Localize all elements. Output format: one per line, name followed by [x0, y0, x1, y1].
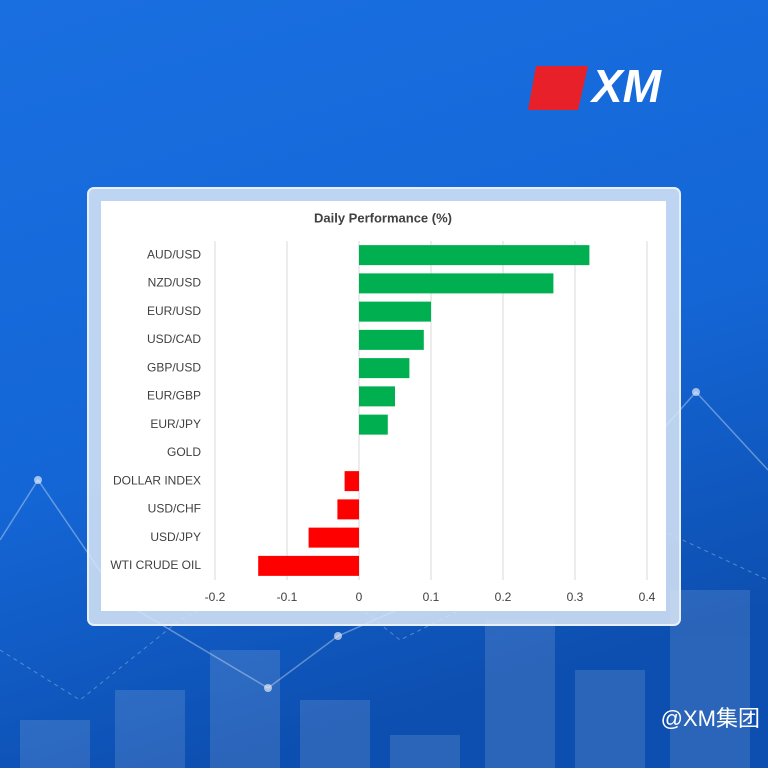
bar	[308, 527, 359, 548]
y-tick-label: USD/CAD	[147, 332, 201, 346]
x-tick-label: 0.4	[639, 590, 656, 604]
x-tick-label: -0.1	[277, 590, 298, 604]
plot: -0.2 -0.1 0 0.1 0.2 0.3 0.4 AUD/USD NZD/USD EUR/U…	[110, 241, 656, 604]
decor-bars	[20, 590, 750, 768]
y-tick-label: GBP/USD	[147, 360, 201, 374]
bar	[359, 273, 554, 294]
bar	[337, 499, 359, 520]
bar	[258, 555, 359, 576]
x-tick-label: 0.1	[423, 590, 440, 604]
x-tick-label: 0.3	[567, 590, 584, 604]
bar	[359, 386, 395, 407]
y-tick-label: USD/JPY	[150, 530, 201, 544]
y-tick-label: EUR/JPY	[150, 417, 201, 431]
chart-title: Daily Performance (%)	[314, 210, 452, 225]
bar	[359, 245, 590, 266]
x-tick-label: 0	[356, 590, 363, 604]
watermark: @XM集团	[661, 706, 760, 731]
bar	[359, 414, 388, 435]
y-tick-label: DOLLAR INDEX	[113, 473, 201, 487]
y-tick-label: EUR/GBP	[147, 389, 201, 403]
logo-text: XM	[589, 60, 663, 112]
x-tick-label: 0.2	[495, 590, 512, 604]
logo-mark	[528, 66, 588, 110]
y-tick-label: NZD/USD	[148, 276, 202, 290]
y-tick-label: EUR/USD	[147, 304, 201, 318]
y-tick-label: GOLD	[167, 445, 201, 459]
y-tick-label: USD/CHF	[148, 502, 201, 516]
bar	[359, 329, 424, 350]
x-tick-label: -0.2	[205, 590, 226, 604]
bar	[359, 358, 410, 379]
decor-dots	[34, 388, 700, 692]
bar	[359, 301, 431, 322]
y-tick-label: WTI CRUDE OIL	[110, 558, 201, 572]
y-tick-label: AUD/USD	[147, 247, 201, 261]
bar	[344, 471, 359, 492]
